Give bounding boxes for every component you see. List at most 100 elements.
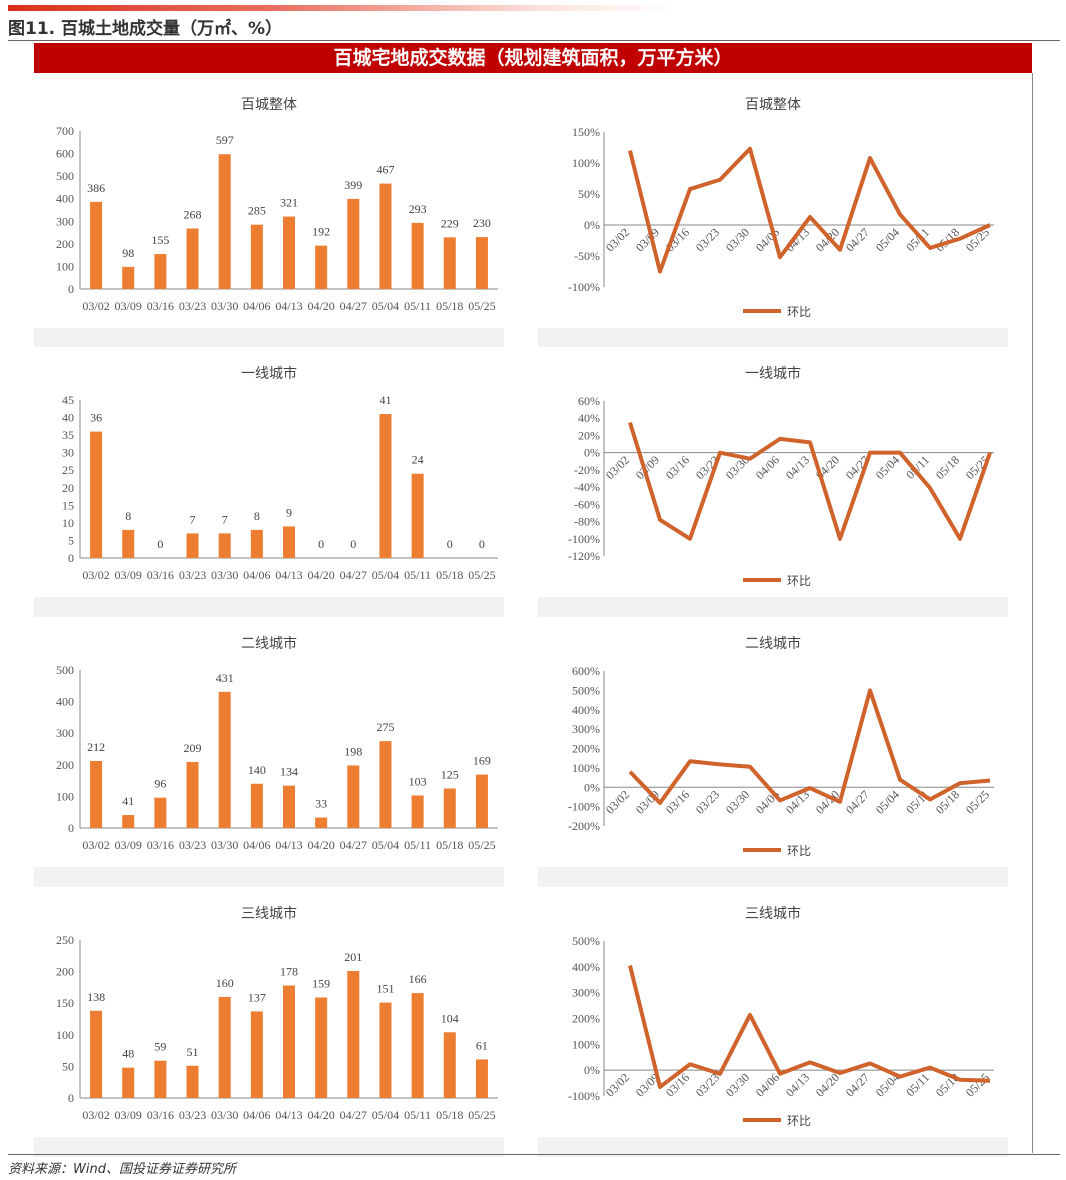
y-tick-label: 0% (584, 218, 600, 232)
data-label: 96 (154, 777, 166, 791)
x-tick-label: 05/25 (468, 1108, 495, 1122)
y-tick-label: 200 (56, 965, 74, 979)
x-tick-label: 05/11 (404, 1108, 431, 1122)
x-tick-label: 04/20 (813, 1070, 842, 1099)
x-tick-label: 04/13 (275, 299, 302, 313)
x-tick-label: 04/13 (275, 568, 302, 582)
y-tick-label: 250 (56, 933, 74, 947)
data-label: 321 (280, 196, 298, 210)
chart-svg: 二线城市 0 100 200 300 400 500 212 03/02 41 03/09 96 03/… (56, 635, 498, 852)
x-tick-label: 04/06 (243, 838, 270, 852)
chart-svg: 三线城市-100%0%100%200%300%400%500%03/02 03/0… (568, 905, 994, 1128)
x-tick-label: 03/23 (179, 838, 206, 852)
chart-title: 二线城市 (745, 635, 801, 652)
bar (90, 201, 103, 289)
bar (411, 222, 424, 289)
decorative-top-bar (8, 5, 678, 11)
y-tick-label: 0% (584, 780, 600, 794)
x-tick-label: 04/06 (243, 299, 270, 313)
data-label: 166 (409, 972, 427, 986)
bar (90, 1010, 103, 1098)
data-label: 192 (312, 225, 330, 239)
y-tick-label: -40% (574, 480, 600, 494)
x-tick-label: 03/02 (82, 299, 109, 313)
x-tick-label: 04/13 (275, 1108, 302, 1122)
y-tick-label: 100% (572, 761, 600, 775)
bar (283, 526, 295, 558)
x-tick-label: 03/02 (603, 787, 632, 816)
y-tick-label: 600% (572, 664, 600, 678)
y-tick-label: 400 (56, 695, 74, 709)
chart-svg: 百城整体 0 100 200 300 400 500 600 700 386 03/02 98 03/0… (56, 97, 498, 313)
data-label: 9 (286, 505, 292, 519)
data-label: 169 (473, 754, 491, 768)
data-label: 36 (90, 411, 102, 425)
y-tick-label: 600 (56, 147, 74, 161)
data-label: 7 (190, 512, 196, 526)
x-tick-label: 04/27 (843, 787, 872, 816)
x-tick-label: 03/02 (603, 453, 632, 482)
data-label: 7 (222, 512, 228, 526)
x-tick-label: 05/04 (873, 225, 902, 254)
y-tick-label: 30 (62, 446, 74, 460)
data-label: 8 (125, 509, 131, 523)
legend-label: 环比 (787, 1114, 811, 1128)
x-tick-label: 03/23 (179, 299, 206, 313)
y-tick-label: 40% (578, 411, 600, 425)
y-tick-label: 20% (578, 428, 600, 442)
x-tick-label: 03/16 (147, 568, 174, 582)
bar (250, 1011, 263, 1098)
data-label: 8 (254, 509, 260, 523)
x-tick-label: 03/30 (723, 1070, 752, 1099)
y-tick-label: 100 (56, 259, 74, 273)
x-tick-label: 03/02 (603, 225, 632, 254)
x-tick-label: 04/06 (243, 568, 270, 582)
y-tick-label: 300% (572, 722, 600, 736)
y-tick-label: 200 (56, 758, 74, 772)
y-tick-label: 0% (584, 446, 600, 460)
x-tick-label: 03/02 (82, 1108, 109, 1122)
series-line (628, 421, 992, 541)
data-label: 140 (248, 763, 266, 777)
bar (250, 783, 263, 828)
x-tick-label: 03/02 (82, 838, 109, 852)
line-chart-3: 一线城市 -120% -100% -80% -60% -40% -20% 0% 20% 40% 60… (538, 347, 1008, 597)
y-tick-label: -60% (574, 497, 600, 511)
y-tick-label: 50% (578, 187, 600, 201)
y-tick-label: 700 (56, 124, 74, 138)
data-label: 51 (187, 1045, 199, 1059)
x-tick-label: 03/09 (115, 838, 142, 852)
x-tick-label: 04/06 (753, 787, 782, 816)
x-tick-label: 05/11 (404, 838, 431, 852)
x-tick-label: 04/20 (307, 838, 334, 852)
bar (154, 797, 167, 828)
x-tick-label: 03/09 (115, 299, 142, 313)
y-tick-label: 20 (62, 481, 74, 495)
y-tick-label: 100 (56, 789, 74, 803)
y-tick-label: 0 (68, 821, 74, 835)
legend-label: 环比 (787, 305, 811, 319)
x-tick-label: 03/23 (179, 568, 206, 582)
data-label: 209 (184, 741, 202, 755)
x-tick-label: 05/25 (963, 787, 992, 816)
line-chart-1: 百城整体 -100% -50% 0% 50% 100% 150% 03/02 03/09 03/1… (538, 78, 1008, 328)
data-label: 137 (248, 990, 266, 1004)
data-label: 229 (441, 216, 459, 230)
bar (122, 1067, 135, 1098)
data-label: 48 (122, 1047, 134, 1061)
y-tick-label: 200 (56, 237, 74, 251)
x-tick-label: 05/25 (963, 1070, 992, 1099)
bar (218, 691, 231, 828)
data-label: 386 (87, 181, 105, 195)
top-divider (8, 40, 1060, 41)
bar (90, 431, 103, 558)
x-tick-label: 03/30 (211, 568, 238, 582)
bar (283, 216, 295, 289)
y-tick-label: 100 (56, 1028, 74, 1042)
data-label: 0 (157, 537, 163, 551)
data-label: 151 (376, 982, 394, 996)
x-tick-label: 03/23 (693, 787, 722, 816)
x-tick-label: 03/23 (693, 225, 722, 254)
y-tick-label: 400% (572, 960, 600, 974)
